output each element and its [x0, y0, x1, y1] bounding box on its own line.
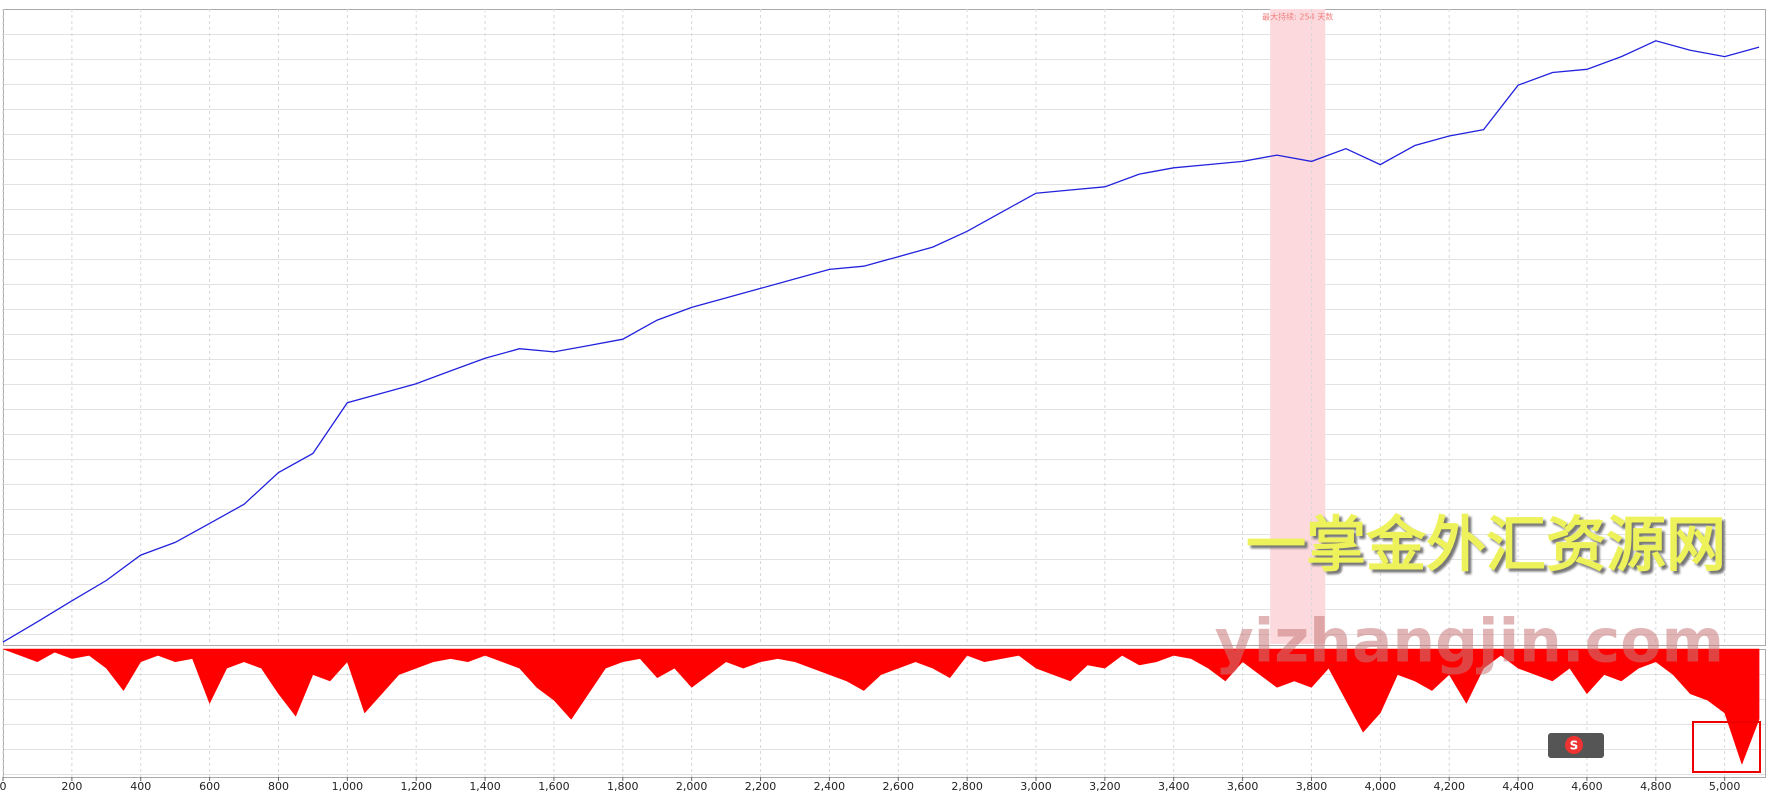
x-tick-label: 4,600 — [1571, 780, 1603, 793]
x-tick-label: 4,200 — [1433, 780, 1465, 793]
x-tick-label: 1,600 — [538, 780, 570, 793]
x-tick-label: 1,800 — [607, 780, 639, 793]
x-tick-label: 1,000 — [332, 780, 364, 793]
main-panel — [3, 9, 1766, 646]
x-tick-label: 0 — [0, 780, 7, 793]
x-tick-label: 4,000 — [1365, 780, 1397, 793]
x-tick-label: 400 — [130, 780, 151, 793]
watermark: 一掌金外汇资源网 — [1246, 511, 1726, 581]
annotation: 最大持续: 254 天数 — [1262, 12, 1333, 22]
x-tick-label: 4,400 — [1502, 780, 1534, 793]
x-tick-label: 200 — [61, 780, 82, 793]
x-tick-label: 3,200 — [1089, 780, 1121, 793]
toolbar-icon[interactable]: S — [1548, 733, 1604, 758]
x-tick-label: 1,400 — [469, 780, 501, 793]
x-tick-label: 5,000 — [1709, 780, 1741, 793]
drawdown-area — [2, 648, 1760, 765]
x-tick-label: 3,800 — [1296, 780, 1328, 793]
watermark: yizhangjin.com — [1215, 607, 1724, 677]
x-tick-label: 800 — [268, 780, 289, 793]
svg-text:S: S — [1570, 739, 1579, 753]
x-tick-label: 3,600 — [1227, 780, 1259, 793]
x-tick-label: 2,400 — [814, 780, 846, 793]
x-tick-label: 1,200 — [400, 780, 432, 793]
x-tick-label: 2,800 — [951, 780, 983, 793]
x-tick-label: 3,400 — [1158, 780, 1190, 793]
x-tick-label: 2,600 — [883, 780, 915, 793]
x-tick-label: 2,200 — [745, 780, 777, 793]
highlight-band — [1270, 9, 1326, 644]
equity-line — [2, 40, 1760, 643]
x-tick-label: 3,000 — [1020, 780, 1052, 793]
x-tick-label: 2,000 — [676, 780, 708, 793]
marker-box — [1692, 721, 1761, 773]
x-tick-label: 600 — [199, 780, 220, 793]
x-tick-label: 4,800 — [1640, 780, 1672, 793]
